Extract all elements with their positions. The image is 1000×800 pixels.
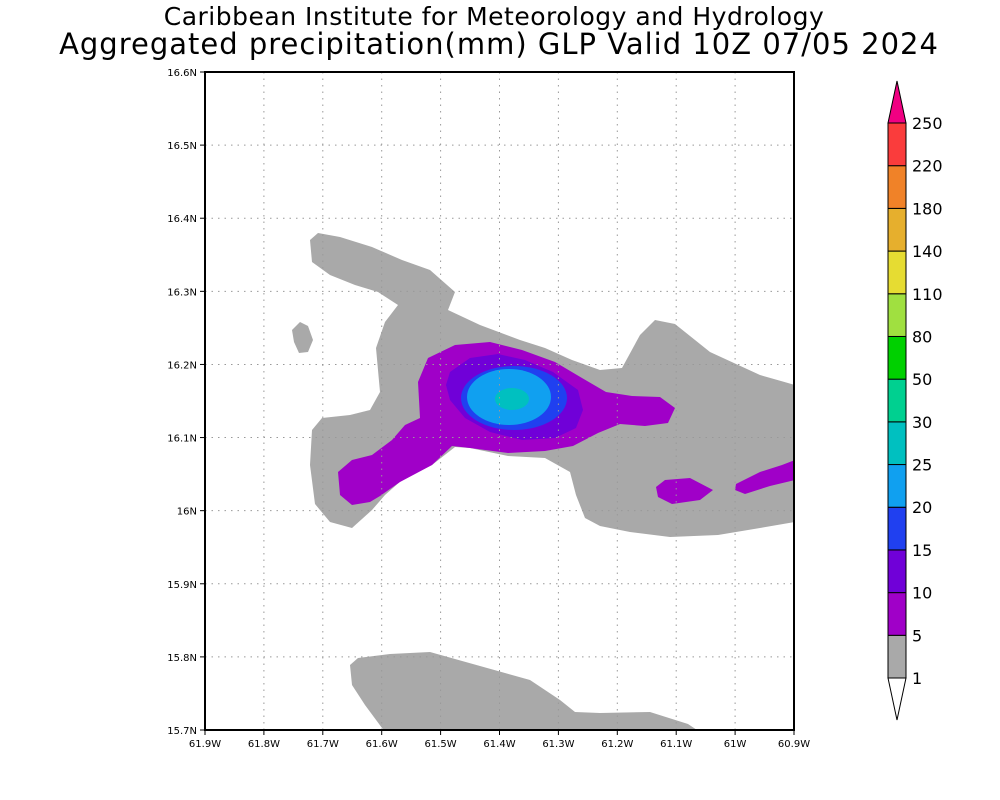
colorbar-over-arrow: [887, 80, 907, 124]
colorbar-segment: [887, 592, 907, 636]
colorbar-segment: [887, 250, 907, 295]
lat-tick-label: 16.6N: [167, 68, 197, 79]
colorbar-segment: [887, 378, 907, 423]
lon-tick-label: 61.6W: [366, 739, 398, 750]
colorbar-segment: [887, 293, 907, 337]
colorbar-segment: [887, 122, 907, 167]
lat-tick-label: 16.2N: [167, 360, 197, 371]
colorbar-label: 15: [912, 541, 932, 560]
precip-field-1mm-small: [292, 322, 313, 353]
lat-tick-label: 15.9N: [167, 580, 197, 591]
lon-tick-label: 61.9W: [189, 739, 221, 750]
colorbar-segment: [887, 464, 907, 508]
precip-field-5mm-east-b: [735, 460, 794, 494]
colorbar-segment: [887, 549, 907, 594]
colorbar-segment: [887, 506, 907, 551]
colorbar-segment: [887, 207, 907, 252]
colorbar-label: 220: [912, 157, 943, 176]
lat-tick-label: 16.3N: [167, 287, 197, 298]
precip-field-5mm-east-a: [656, 478, 713, 504]
colorbar-label: 1: [912, 669, 922, 688]
colorbar-segment: [887, 421, 907, 466]
colorbar-segment: [887, 634, 907, 679]
lat-tick-label: 15.7N: [167, 726, 197, 737]
lon-tick-label: 60.9W: [778, 739, 810, 750]
chart-title: Caribbean Institute for Meteorology and …: [163, 2, 825, 31]
precipitation-fields: [292, 233, 794, 730]
lat-tick-label: 16.4N: [167, 214, 197, 225]
chart-subtitle: Aggregated precipitation(mm) GLP Valid 1…: [59, 27, 939, 61]
colorbar-label: 5: [912, 626, 922, 645]
precip-field-1mm-south: [350, 652, 697, 730]
lon-tick-label: 61.3W: [542, 739, 574, 750]
lon-tick-label: 61.1W: [660, 739, 692, 750]
colorbar-label: 10: [912, 584, 932, 603]
colorbar-label: 140: [912, 242, 943, 261]
colorbar-label: 250: [912, 114, 943, 133]
colorbar-label: 25: [912, 456, 932, 475]
colorbar-label: 50: [912, 370, 932, 389]
lon-tick-label: 61.7W: [307, 739, 339, 750]
lat-tick-label: 16.5N: [167, 141, 197, 152]
precip-field-25mm: [495, 388, 529, 410]
colorbar-label: 80: [912, 327, 932, 346]
latitude-labels: 16.6N 16.5N 16.4N 16.3N 16.2N 16.1N 16N 15.9N 15…: [167, 68, 205, 737]
colorbar-segment: [887, 335, 907, 380]
colorbar-under-arrow: [887, 677, 907, 721]
lon-tick-label: 61.4W: [483, 739, 515, 750]
colorbar-label: 20: [912, 498, 932, 517]
colorbar-label: 110: [912, 285, 943, 304]
colorbar-label: 180: [912, 199, 943, 218]
lon-tick-label: 61.5W: [425, 739, 457, 750]
colorbar-segment: [887, 165, 907, 209]
lon-tick-label: 61.8W: [248, 739, 280, 750]
lat-tick-label: 15.8N: [167, 653, 197, 664]
lon-tick-label: 61.2W: [601, 739, 633, 750]
graticule: [205, 72, 794, 730]
lat-tick-label: 16N: [177, 507, 197, 518]
colorbar-label: 30: [912, 413, 932, 432]
lon-tick-label: 61W: [724, 739, 747, 750]
longitude-labels: 61.9W 61.8W 61.7W 61.6W 61.5W 61.4W 61.3W 61.2W…: [189, 730, 810, 750]
lat-tick-label: 16.1N: [167, 434, 197, 445]
